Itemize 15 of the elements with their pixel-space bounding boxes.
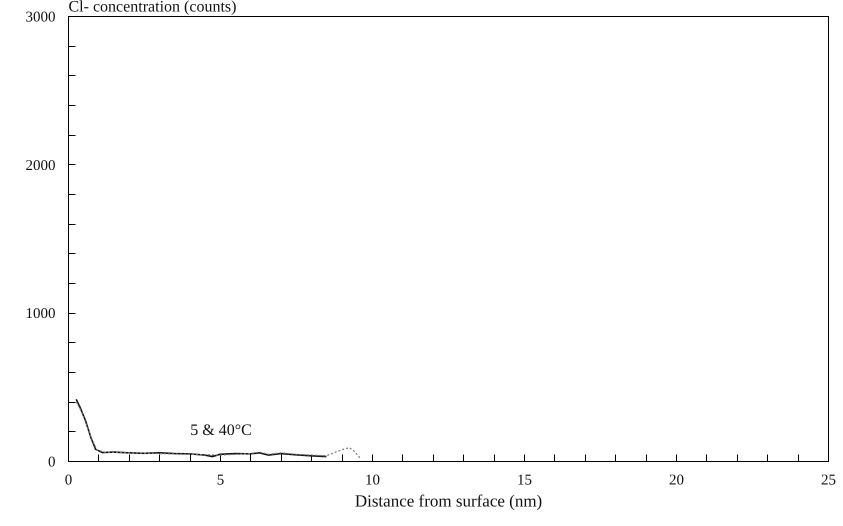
x-tick-label: 15 <box>517 472 532 488</box>
x-tick-label: 25 <box>821 472 836 488</box>
x-axis-title: Distance from surface (nm) <box>354 492 542 510</box>
line-series <box>76 401 360 458</box>
x-tick-label: 20 <box>669 472 684 488</box>
x-tick-label: 10 <box>365 472 380 488</box>
y-tick-label: 0 <box>48 454 56 470</box>
annotation: 5 & 40°C <box>190 422 252 439</box>
x-tick-label: 0 <box>64 472 72 488</box>
y-tick-label: 3000 <box>26 10 56 26</box>
y-axis-title: Cl- concentration (counts) <box>68 0 236 16</box>
line-series <box>75 398 328 458</box>
y-tick-label: 2000 <box>26 158 56 174</box>
x-tick-label: 5 <box>216 472 224 488</box>
y-tick-label: 1000 <box>26 306 56 322</box>
